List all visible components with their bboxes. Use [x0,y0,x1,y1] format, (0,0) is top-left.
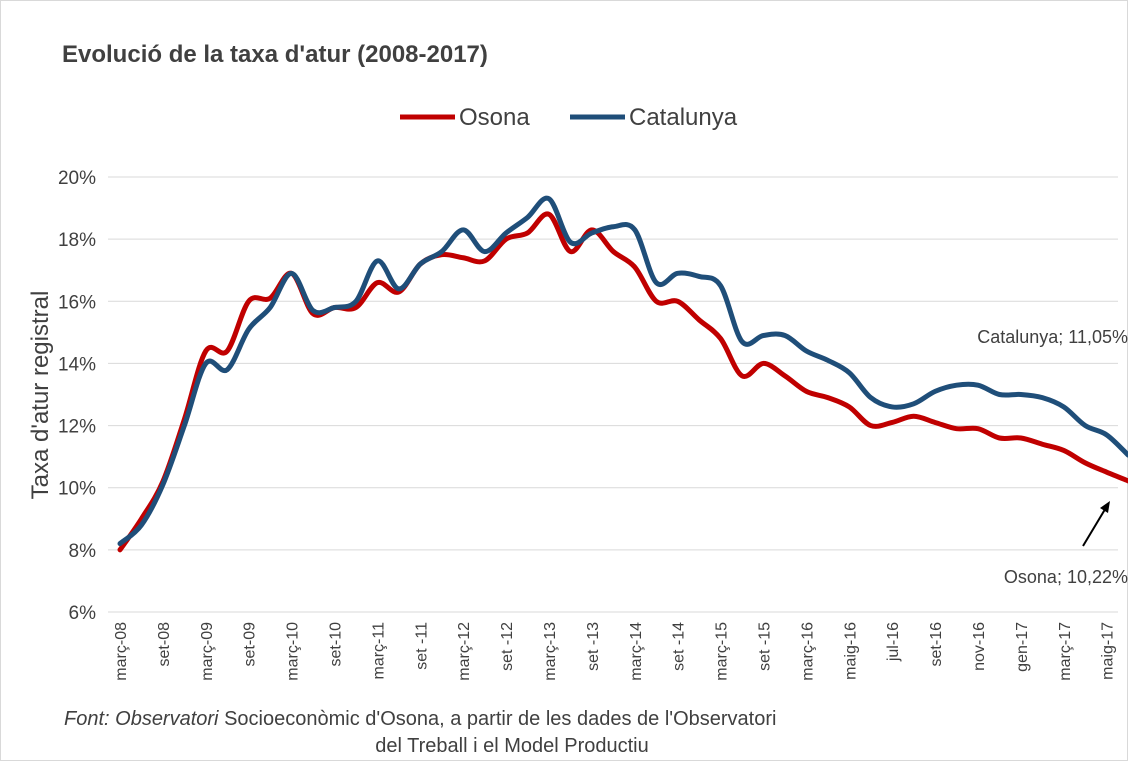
x-tick-label: set -11 [413,622,430,670]
x-tick-label: març-16 [799,622,816,681]
x-tick-label: març-10 [285,622,302,681]
x-tick-label: març-15 [714,622,731,681]
y-tick-label: 12% [58,417,96,438]
source-italic: Font: Observatori [64,708,219,730]
source: Font: Observatori Socioeconòmic d'Osona,… [64,708,776,730]
legend-label: Osona [459,104,530,131]
x-tick-label: set -15 [757,622,774,671]
y-axis-label: Taxa d'atur registral [27,291,54,500]
chart-title: Evolució de la taxa d'atur (2008-2017) [62,41,488,68]
legend-label: Catalunya [629,104,738,131]
y-tick-label: 16% [58,292,96,313]
x-tick-label: set-10 [328,622,345,667]
x-tick-label: març-09 [199,622,216,681]
x-tick-label: set -14 [671,622,688,671]
y-tick-label: 14% [58,354,96,375]
annotation-arrow [1082,505,1108,547]
x-tick-label: maig-17 [1100,622,1117,680]
source-text: Socioeconòmic d'Osona, a partir de les d… [219,708,777,730]
x-tick-label: set -12 [499,622,516,671]
x-tick-label: set-16 [928,622,945,667]
x-tick-label: març-13 [542,622,559,681]
y-tick-label: 10% [58,479,96,500]
x-tick-label: març-14 [628,622,645,681]
x-tick-label: jul-16 [885,622,902,662]
x-tick-label: març-08 [113,622,130,681]
annotation: Catalunya; 11,05% [977,327,1128,347]
x-tick-label: nov-16 [971,622,988,671]
y-tick-label: 18% [58,230,96,251]
x-tick-label: març-11 [370,622,387,680]
x-tick-label: set-08 [156,622,173,667]
y-tick-label: 8% [69,541,97,562]
x-tick-label: març-17 [1057,622,1074,681]
x-tick-label: maig-16 [842,622,859,680]
y-tick-label: 20% [58,168,96,189]
x-tick-label: gen-17 [1014,622,1031,672]
series-line [117,195,1128,547]
source: del Treball i el Model Productiu [375,735,648,757]
x-tick-label: set-09 [242,622,259,667]
x-tick-label: set -13 [585,622,602,671]
y-tick-label: 6% [69,603,97,624]
annotation: Osona; 10,22% [1004,567,1128,587]
annotation-arrowhead [1100,501,1110,513]
x-tick-label: març-12 [456,622,473,681]
